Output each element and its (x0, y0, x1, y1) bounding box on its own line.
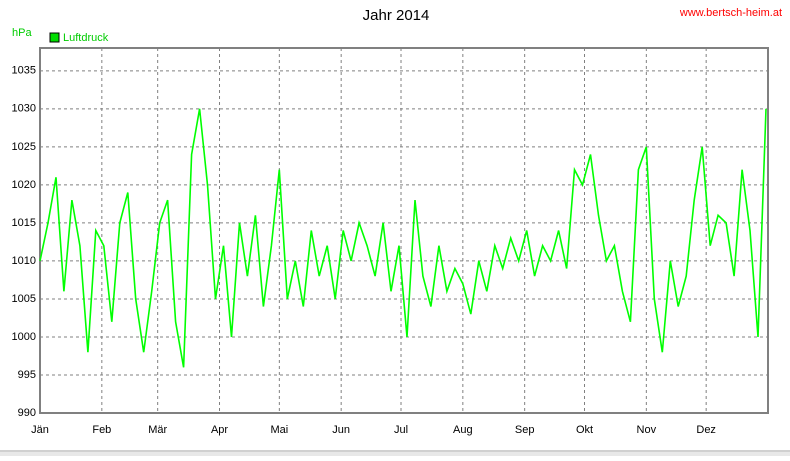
x-tick-label: Feb (92, 424, 111, 436)
y-tick-label: 1000 (12, 331, 36, 343)
x-tick-label: Aug (453, 424, 473, 436)
legend-label: Luftdruck (63, 32, 109, 44)
x-tick-label: Jul (394, 424, 408, 436)
x-tick-label: Mär (148, 424, 167, 436)
x-tick-label: Mai (270, 424, 288, 436)
x-tick-label: Apr (211, 424, 228, 436)
y-axis-label: hPa (12, 27, 32, 39)
x-tick-label: Jän (31, 424, 49, 436)
y-tick-label: 1020 (12, 179, 36, 191)
plot-frame (39, 47, 769, 414)
y-tick-label: 1015 (12, 217, 36, 229)
y-tick-label: 1005 (12, 293, 36, 305)
y-tick-label: 1025 (12, 141, 36, 153)
x-tick-label: Okt (576, 424, 593, 436)
data-line (39, 108, 767, 368)
chart-title: Jahr 2014 (363, 7, 430, 24)
x-tick-label: Dez (696, 424, 716, 436)
y-tick-label: 1035 (12, 65, 36, 77)
y-tick-label: 1030 (12, 103, 36, 115)
source: www.bertsch-heim.at (679, 7, 782, 19)
x-tick-label: Nov (637, 424, 657, 436)
legend-swatch (49, 32, 60, 43)
y-tick-label: 995 (18, 369, 36, 381)
status-bar (0, 452, 790, 456)
x-tick-label: Jun (332, 424, 350, 436)
y-tick-label: 990 (18, 407, 36, 419)
x-tick-label: Sep (515, 424, 535, 436)
y-tick-label: 1010 (12, 255, 36, 267)
